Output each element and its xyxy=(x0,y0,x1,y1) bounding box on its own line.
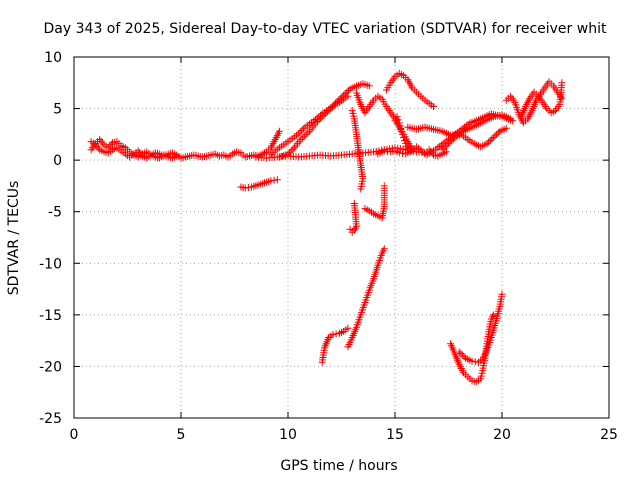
grid xyxy=(74,57,609,418)
x-tick-label: 10 xyxy=(279,427,297,443)
series-arc9-markers xyxy=(362,182,388,221)
series-arc10 xyxy=(347,200,360,236)
series-arc17-markers xyxy=(424,110,517,158)
series-arc4-markers xyxy=(237,176,280,191)
series-arc20-markers xyxy=(456,291,506,366)
series-arc9 xyxy=(362,182,388,221)
y-tick-label: 10 xyxy=(44,50,62,66)
y-tick-label: -20 xyxy=(39,359,62,375)
x-tick-label: 15 xyxy=(386,427,404,443)
x-axis-title: GPS time / hours xyxy=(280,458,397,474)
series-arc6-markers xyxy=(267,93,351,158)
plot-border xyxy=(74,57,609,418)
series-arc22 xyxy=(518,79,566,120)
x-tick-label: 5 xyxy=(177,427,186,443)
series-arc22-markers xyxy=(518,79,566,120)
y-tick-label: -5 xyxy=(48,205,62,221)
series-arc20 xyxy=(456,291,506,366)
y-tick-label: 5 xyxy=(53,102,62,118)
series-arc11-markers xyxy=(319,325,352,366)
x-tick-label: 20 xyxy=(493,427,511,443)
series-arc14 xyxy=(383,70,437,110)
y-tick-label: -15 xyxy=(39,308,62,324)
x-tick-label: 0 xyxy=(70,427,79,443)
data-marks xyxy=(88,70,566,385)
series-arc11 xyxy=(319,325,352,366)
series-arc17 xyxy=(424,110,517,158)
chart-title: Day 343 of 2025, Sidereal Day-to-day VTE… xyxy=(44,21,607,37)
series-arc12 xyxy=(344,245,387,350)
series-arc4 xyxy=(237,176,280,191)
y-tick-label: -25 xyxy=(39,411,62,427)
series-arc6 xyxy=(267,93,351,158)
series-arc19-markers xyxy=(447,311,497,385)
series-arc7-markers xyxy=(349,107,367,192)
x-tick-label: 25 xyxy=(600,427,618,443)
y-axis-title: SDTVAR / TECUs xyxy=(6,181,22,296)
series-arc19 xyxy=(447,311,497,385)
series-arc10-markers xyxy=(347,200,360,236)
series-arc14-markers xyxy=(383,70,437,110)
y-tick-label: 0 xyxy=(53,153,62,169)
y-tick-label: -10 xyxy=(39,256,62,272)
series-arc12-markers xyxy=(344,245,387,350)
series-arc7 xyxy=(349,107,367,192)
